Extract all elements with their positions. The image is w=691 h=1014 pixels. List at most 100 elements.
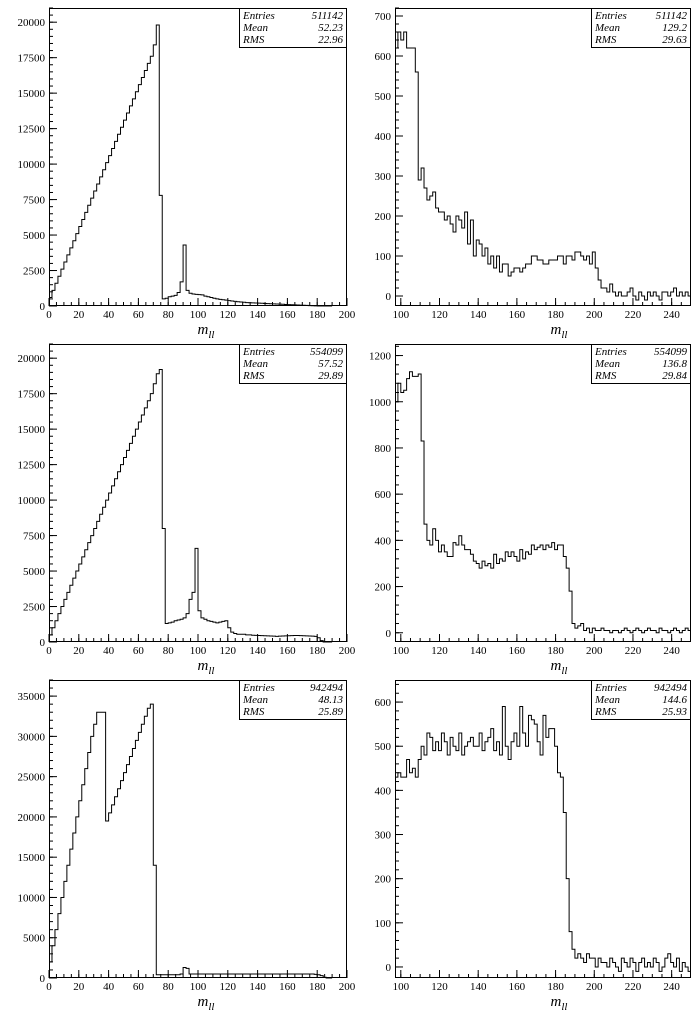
plot-frame (49, 8, 347, 306)
panel-bottom-right: 100 120 140 160 180 200 220 240 0 100 200 300 400 500… (375, 680, 691, 1013)
x-tick-label: 100 (190, 309, 207, 321)
stats-box: Entries 942494 Mean 144.6 RMS 25.93 (591, 680, 691, 720)
histogram-plot: 0 20 40 60 80 100 120 140 160 180 200 0 2500 5000 7500… (18, 343, 356, 677)
x-tick-label: 180 (309, 981, 326, 993)
y-tick-label: 400 (375, 535, 392, 547)
stats-label: Entries (595, 682, 627, 694)
stats-label: Mean (243, 358, 269, 370)
stats-row: RMS 22.96 (243, 34, 343, 46)
stats-label: Entries (243, 682, 275, 694)
stats-value: 554099 (310, 346, 343, 358)
stats-box: Entries 511142 Mean 52.23 RMS 22.96 (239, 8, 347, 48)
x-tick-label: 160 (279, 981, 296, 993)
stats-label: RMS (595, 706, 617, 718)
x-tick-label: 80 (163, 981, 175, 993)
stats-value: 48.13 (318, 694, 343, 706)
x-tick-label: 100 (393, 981, 410, 993)
x-tick-label: 200 (586, 981, 603, 993)
stats-box: Entries 554099 Mean 57.52 RMS 29.89 (239, 344, 347, 384)
y-tick-label: 500 (375, 741, 392, 753)
stats-value: 57.52 (318, 358, 343, 370)
histogram-plot: 0 20 40 60 80 100 120 140 160 180 200 0 5000 10000 150… (18, 679, 356, 1013)
panel-top-left: 0 20 40 60 80 100 120 140 160 180 200 0 2500 5000 7500… (18, 7, 356, 341)
x-tick-label: 100 (393, 645, 410, 657)
stats-row: Entries 554099 (595, 346, 687, 358)
x-tick-label: 160 (509, 645, 526, 657)
stats-value: 25.93 (662, 706, 687, 718)
x-tick-label: 20 (73, 645, 85, 657)
stats-row: Entries 942494 (595, 682, 687, 694)
stats-row: Entries 511142 (243, 10, 343, 22)
y-tick-label: 17500 (18, 53, 46, 65)
y-tick-label: 15000 (18, 852, 46, 864)
stats-row: RMS 29.84 (595, 370, 687, 382)
stats-row: Mean 57.52 (243, 358, 343, 370)
x-tick-label: 200 (586, 309, 603, 321)
y-tick-label: 400 (375, 785, 392, 797)
stats-row: Entries 511142 (595, 10, 687, 22)
x-axis-label: mll (198, 994, 215, 1013)
stats-row: Mean 144.6 (595, 694, 687, 706)
stats-row: RMS 29.89 (243, 370, 343, 382)
x-tick-label: 20 (73, 309, 85, 321)
y-tick-label: 700 (375, 11, 392, 23)
y-tick-label: 20000 (18, 353, 46, 365)
y-tick-label: 400 (375, 131, 392, 143)
histogram-series (49, 369, 333, 643)
x-tick-label: 180 (547, 309, 564, 321)
histogram-series (395, 371, 691, 634)
x-tick-label: 160 (509, 309, 526, 321)
stats-row: Mean 136.8 (595, 358, 687, 370)
y-tick-label: 35000 (18, 691, 46, 703)
stats-label: Entries (243, 346, 275, 358)
stats-value: 29.89 (318, 370, 343, 382)
stats-label: RMS (243, 34, 265, 46)
x-tick-label: 0 (46, 309, 52, 321)
stats-row: Entries 942494 (243, 682, 343, 694)
stats-row: RMS 25.89 (243, 706, 343, 718)
x-tick-label: 100 (190, 645, 207, 657)
x-tick-label: 200 (586, 645, 603, 657)
histogram-series (395, 705, 691, 972)
x-tick-label: 240 (663, 645, 680, 657)
x-tick-label: 60 (133, 645, 145, 657)
x-tick-label: 120 (220, 981, 237, 993)
histogram-plot: 100 120 140 160 180 200 220 2400100200300400500… (375, 680, 691, 1013)
x-tick-label: 140 (249, 645, 266, 657)
stats-value: 52.23 (318, 22, 343, 34)
stats-value: 29.84 (662, 370, 687, 382)
x-tick-label: 220 (625, 645, 642, 657)
stats-value: 129.2 (662, 22, 687, 34)
panel-middle-left: 0 20 40 60 80 100 120 140 160 180 200 0 2500 5000 7500… (18, 343, 356, 677)
stats-label: Entries (243, 10, 275, 22)
y-tick-label: 2500 (23, 266, 46, 278)
stats-box: Entries 554099 Mean 136.8 RMS 29.84 (591, 344, 691, 384)
y-tick-label: 30000 (18, 731, 46, 743)
y-tick-label: 15000 (18, 424, 46, 436)
stats-label: Mean (595, 358, 621, 370)
y-tick-label: 20000 (18, 17, 46, 29)
y-tick-label: 7500 (23, 531, 46, 543)
stats-row: RMS 29.63 (595, 34, 687, 46)
y-tick-label: 12500 (18, 460, 46, 472)
stats-label: Mean (243, 22, 269, 34)
stats-row: Mean 129.2 (595, 22, 687, 34)
y-tick-label: 25000 (18, 772, 46, 784)
y-tick-label: 5000 (23, 566, 46, 578)
stats-label: Entries (595, 10, 627, 22)
stats-value: 511142 (655, 10, 687, 22)
panel-middle-right: 100 120 140 160 180 200 220 240 0 200 400 600 800 100… (369, 344, 691, 677)
x-tick-label: 140 (249, 981, 266, 993)
x-tick-label: 120 (431, 981, 448, 993)
stats-value: 511142 (311, 10, 343, 22)
stats-value: 25.89 (318, 706, 343, 718)
y-tick-label: 10000 (18, 892, 46, 904)
stats-label: Mean (243, 694, 269, 706)
y-tick-label: 0 (386, 962, 392, 974)
y-tick-label: 12500 (18, 124, 46, 136)
stats-row: Mean 48.13 (243, 694, 343, 706)
x-axis-label: mll (551, 658, 568, 677)
x-tick-label: 80 (163, 645, 175, 657)
x-axis-label: mll (198, 658, 215, 677)
y-tick-label: 600 (375, 697, 392, 709)
